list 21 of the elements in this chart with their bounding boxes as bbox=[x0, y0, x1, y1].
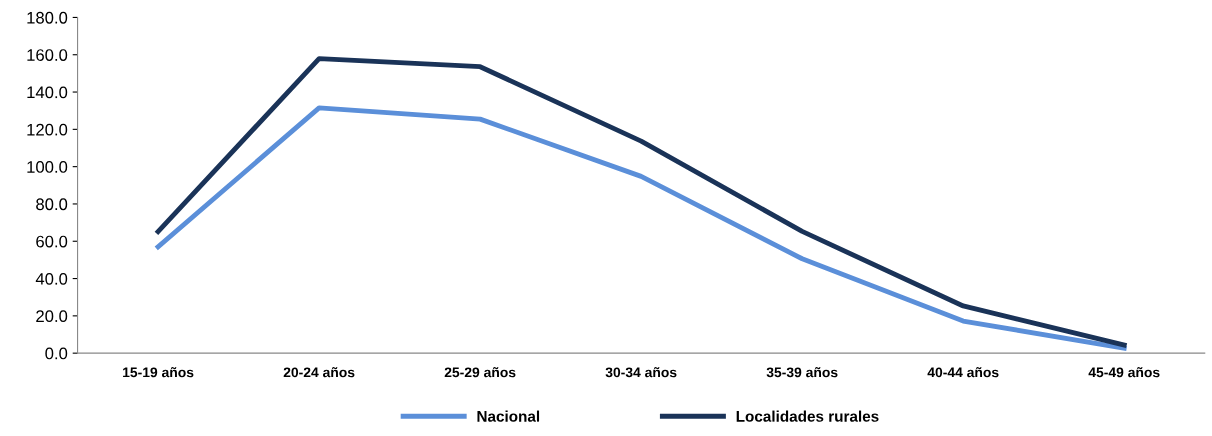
x-tick-label: 45-49 años bbox=[1088, 367, 1160, 378]
x-tick-label: 20-24 años bbox=[283, 367, 355, 378]
y-tick-label: 40.0 bbox=[35, 272, 68, 285]
y-tick-label: 60.0 bbox=[36, 235, 68, 248]
y-tick-label: 180.0 bbox=[27, 11, 68, 24]
x-tick-label: 40-44 años bbox=[927, 367, 999, 378]
legend-label: Nacional bbox=[477, 410, 540, 422]
line-series bbox=[155, 105, 1127, 351]
y-tick-label: 80.0 bbox=[36, 198, 68, 211]
x-tick-label: 25-29 años bbox=[444, 367, 516, 378]
y-tick-label: 120.0 bbox=[27, 123, 68, 136]
y-tick-label: 140.0 bbox=[27, 86, 68, 99]
y-tick-label: 0.0 bbox=[45, 347, 68, 360]
x-tick-label: 35-39 años bbox=[766, 367, 838, 378]
y-tick-label: 100.0 bbox=[27, 161, 68, 173]
x-tick-label: 30-34 años bbox=[605, 367, 677, 378]
y-tick-label: 20.0 bbox=[36, 310, 68, 323]
legend-label: Localidades rurales bbox=[736, 410, 879, 422]
y-tick-label: 160.0 bbox=[27, 49, 68, 61]
x-tick-label: 15-19 años bbox=[123, 367, 194, 378]
line-series bbox=[155, 56, 1127, 348]
